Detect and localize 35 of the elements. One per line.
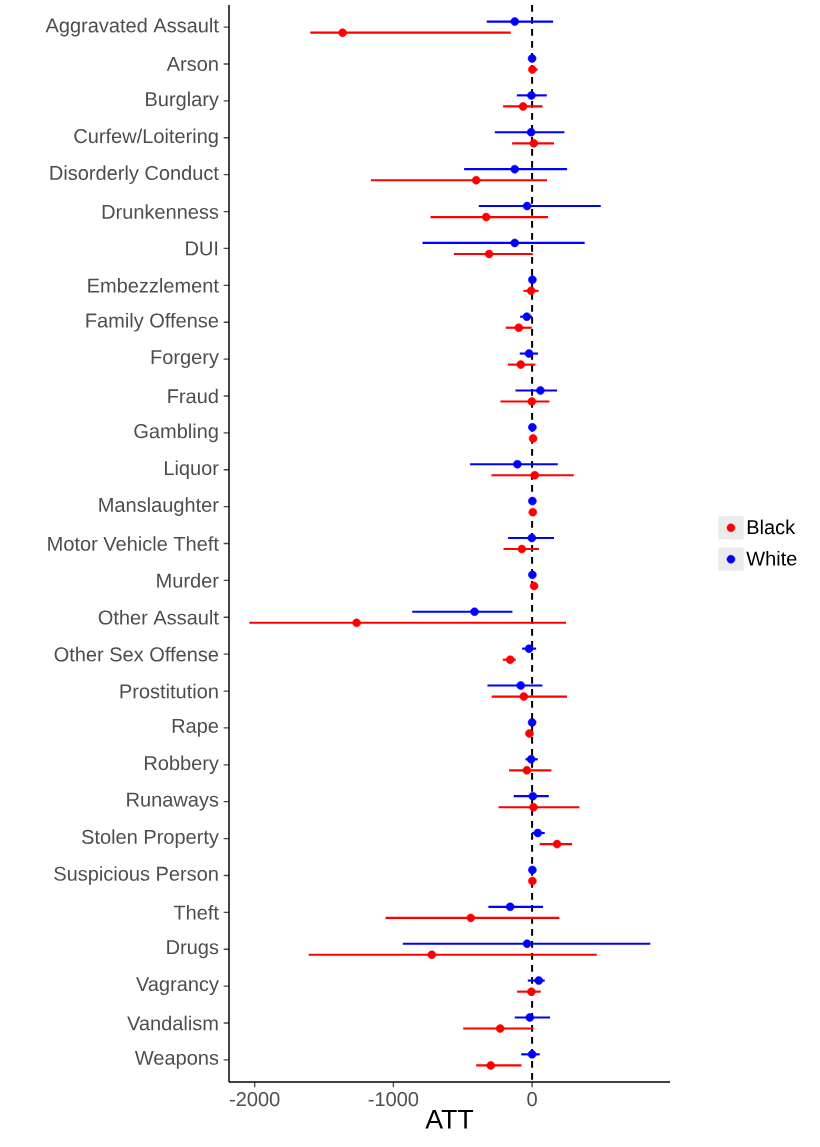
y-tick-label: Theft (173, 905, 219, 920)
y-tick-label: Drugs (167, 940, 219, 959)
x-tick-label: 0 (527, 1092, 537, 1107)
y-tick-label: Drunkenness (102, 204, 219, 219)
x-axis-title: ATT (425, 1110, 474, 1129)
x-tick-label: -1000 (368, 1092, 419, 1107)
y-tick-label: Suspicious Person (54, 866, 218, 885)
y-tick-label: Forgery (151, 350, 219, 369)
y-tick-label: Vandalism (127, 1015, 218, 1031)
y-tick-label: Embezzlement (88, 277, 219, 293)
y-tick-label: Gambling (134, 423, 218, 443)
y-tick-label: Arson (166, 57, 218, 71)
y-tick-label: Burglary (146, 91, 219, 111)
y-tick-label: Prostitution (120, 683, 218, 699)
y-tick-label: Stolen Property (82, 829, 219, 848)
y-tick-label: Curfew/Loitering (74, 128, 218, 148)
y-tick-label: Vagrancy (136, 977, 219, 996)
y-tick-label: Aggravated Assault (45, 17, 219, 37)
x-tick-label: -2000 (229, 1092, 280, 1107)
y-tick-label: Liquor (164, 460, 219, 480)
y-tick-label: DUI (186, 241, 218, 256)
y-tick-label: Fraud (168, 388, 218, 404)
y-tick-label: Disorderly Conduct (50, 165, 219, 184)
y-tick-label: Runaways (127, 792, 219, 811)
y-tick-label: Family Offense (86, 312, 219, 332)
y-tick-label: Other Sex Offense (54, 646, 219, 662)
y-tick-label: Weapons (134, 1050, 219, 1069)
legend-label: Black (747, 519, 796, 535)
y-tick-label: Murder (157, 573, 219, 588)
y-tick-label: Rape (172, 718, 219, 737)
y-tick-label: Other Assault (98, 609, 219, 625)
legend-label: White (746, 550, 797, 566)
y-tick-label: Robbery (144, 755, 219, 775)
y-tick-label: Manslaughter (99, 497, 219, 516)
y-tick-label: Motor Vehicle Theft (48, 536, 219, 551)
